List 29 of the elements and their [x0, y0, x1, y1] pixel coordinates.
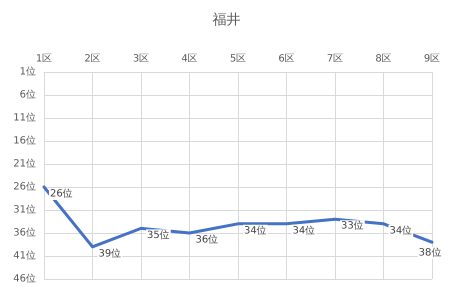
data-label: 39位: [98, 247, 122, 260]
y-tick-label: 1位: [20, 66, 36, 78]
y-tick-label: 11位: [13, 112, 36, 124]
y-tick-label: 36位: [13, 226, 36, 238]
y-tick-label: 6位: [20, 88, 36, 100]
x-tick-label: 4区: [181, 54, 198, 64]
x-tick-label: 7区: [326, 54, 344, 64]
y-tick-label: 31位: [13, 204, 36, 216]
data-label: 34位: [292, 224, 316, 236]
x-tick-label: 1区: [36, 54, 52, 64]
x-tick-label: 5区: [230, 54, 246, 64]
data-label: 26位: [50, 188, 73, 200]
data-label: 38位: [418, 246, 442, 259]
data-label: 36位: [196, 234, 218, 246]
y-tick-label: 26位: [13, 180, 36, 192]
x-tick-label: 9区: [424, 54, 440, 64]
data-label: 34位: [390, 224, 412, 236]
data-label: 35位: [147, 228, 170, 241]
y-tick-label: 16位: [13, 134, 36, 146]
data-label: 33位: [341, 220, 364, 232]
y-tick-label: 21位: [13, 158, 36, 170]
data-label: 34位: [244, 224, 267, 236]
x-tick-label: 6区: [278, 54, 295, 64]
x-tick-label: 8区: [375, 54, 392, 64]
chart-title: 福井: [212, 12, 240, 28]
x-tick-label: 2区: [84, 54, 101, 64]
y-tick-label: 46位: [13, 272, 36, 284]
x-tick-label: 3区: [132, 54, 150, 64]
y-tick-label: 41位: [13, 250, 36, 262]
